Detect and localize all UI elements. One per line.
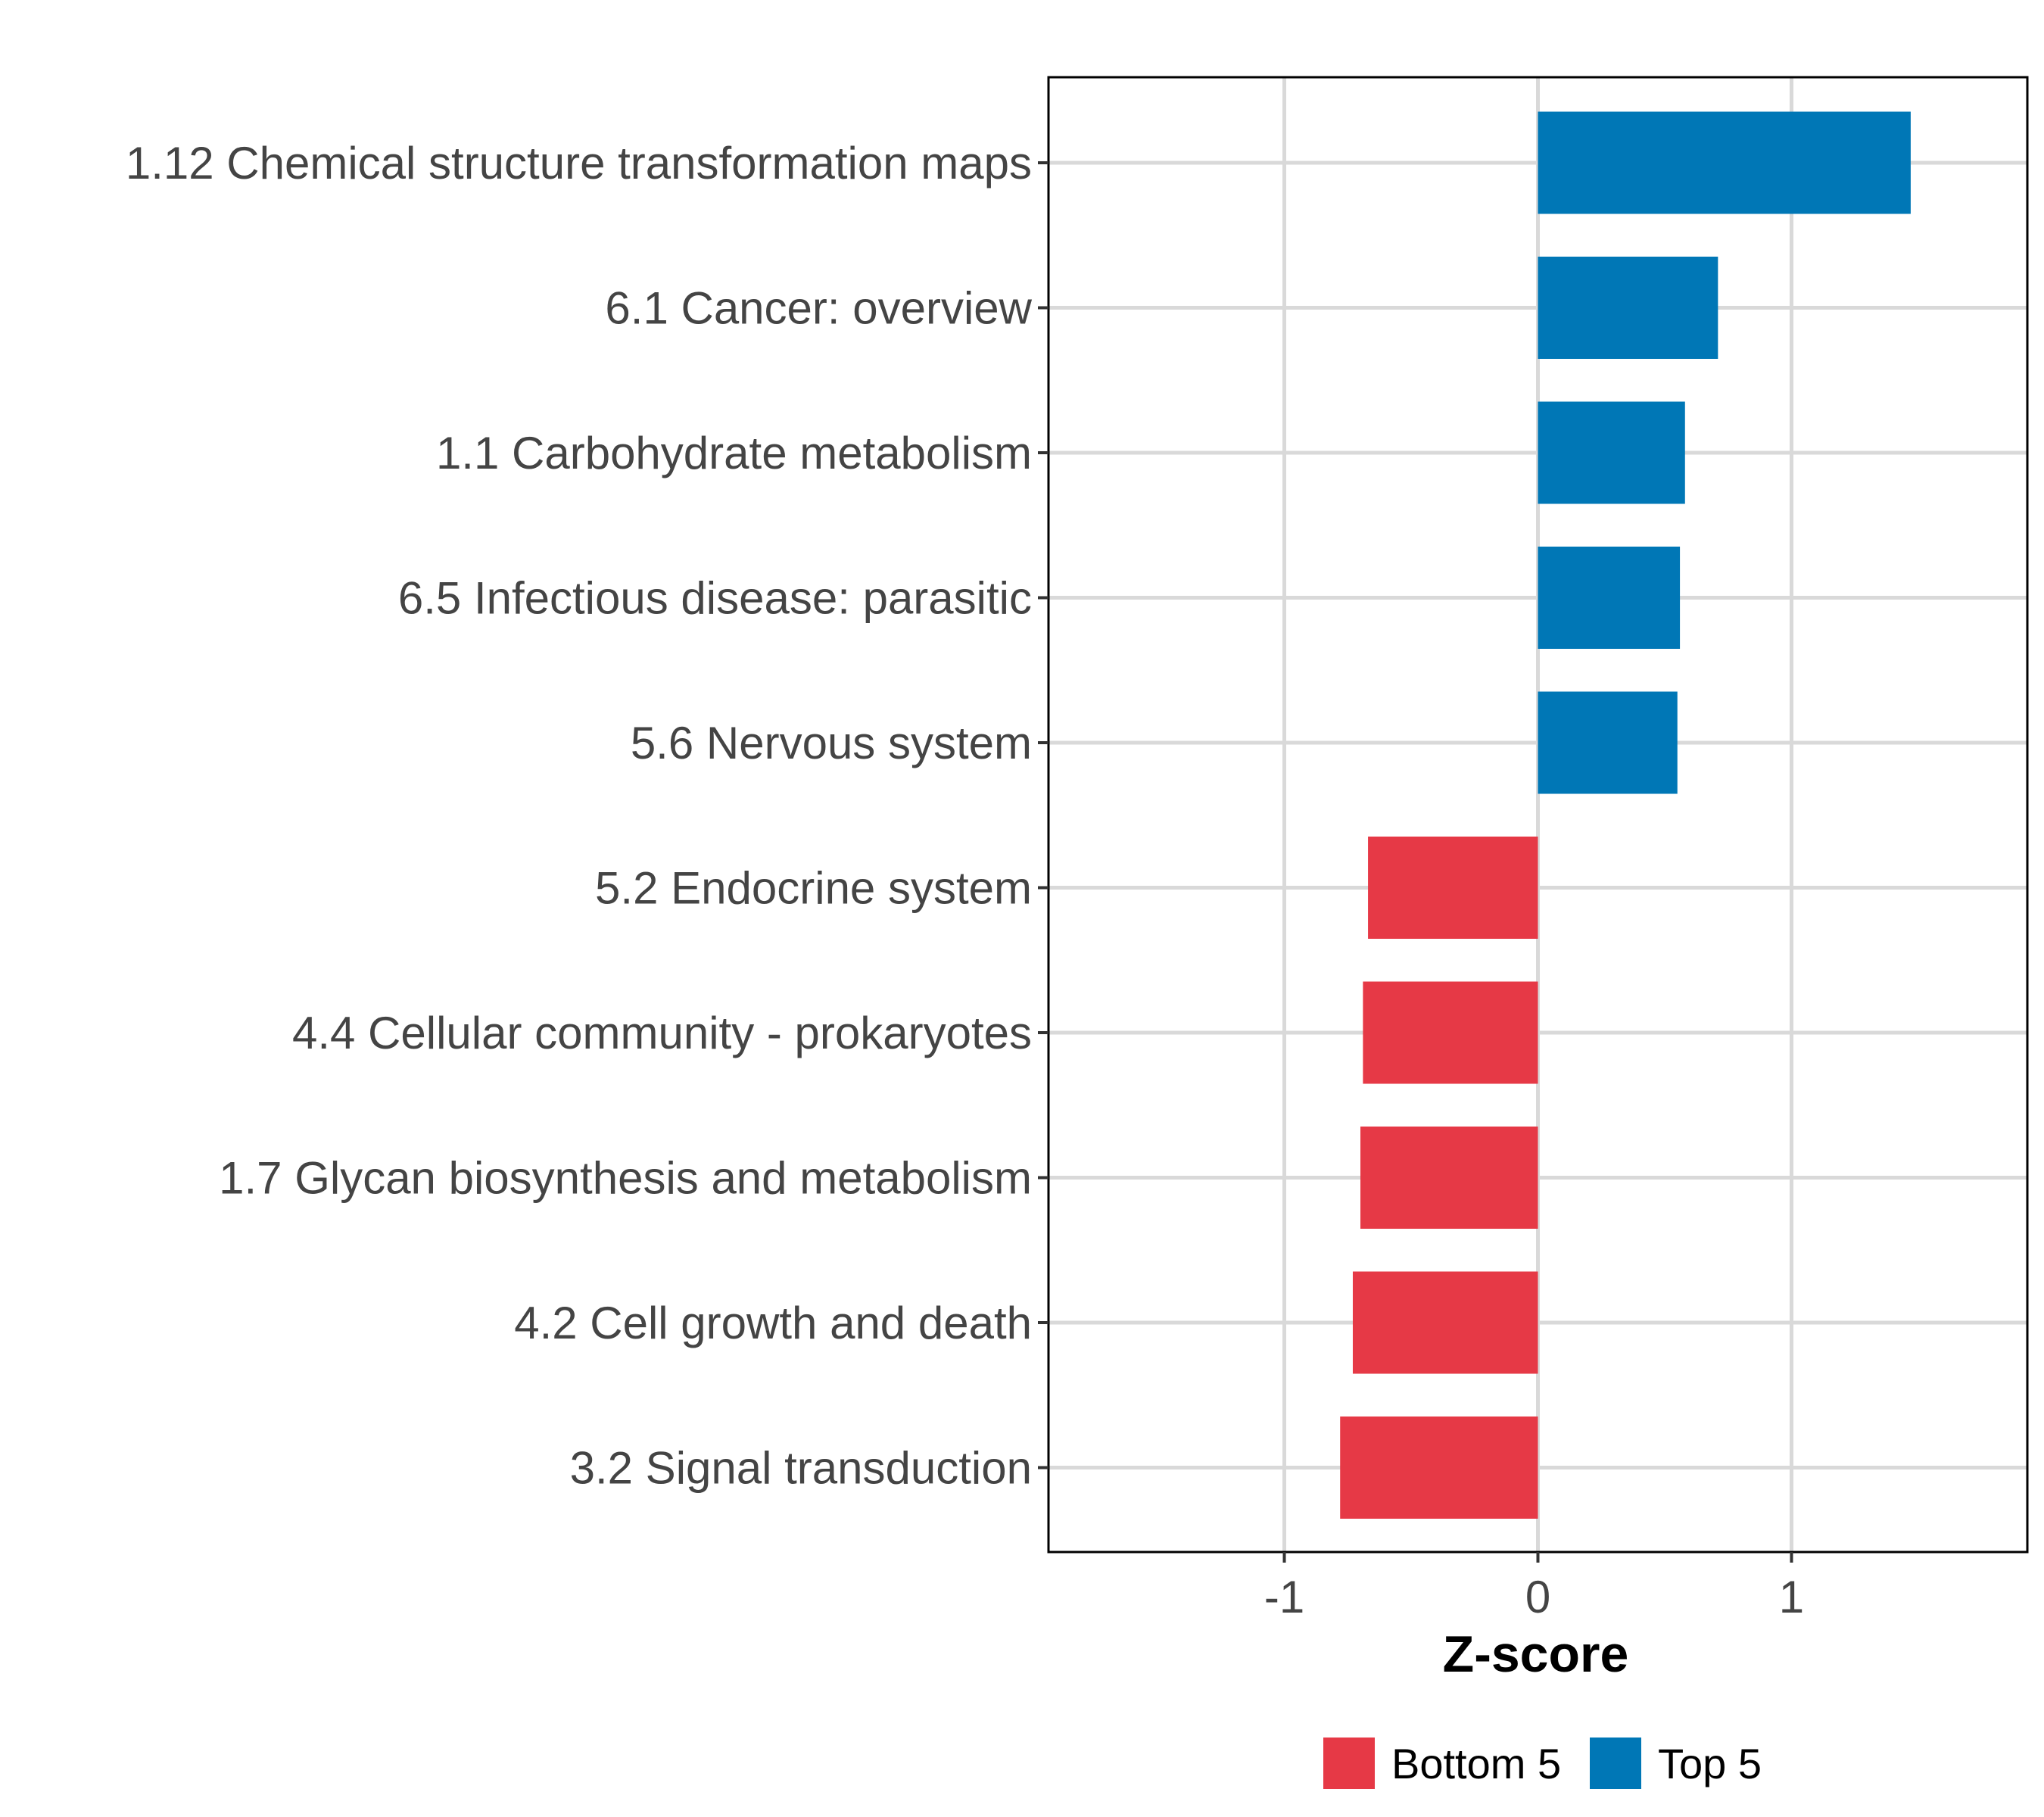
- bar: [1363, 981, 1538, 1084]
- bar: [1340, 1417, 1538, 1519]
- legend-key: [1590, 1738, 1641, 1789]
- y-tick-label: 3.2 Signal transduction: [570, 1443, 1032, 1494]
- bar: [1368, 837, 1538, 939]
- legend-label: Top 5: [1658, 1740, 1762, 1787]
- y-tick-label: 5.2 Endocrine system: [595, 863, 1032, 914]
- x-tick-label: -1: [1264, 1572, 1304, 1622]
- bar: [1538, 547, 1681, 649]
- x-tick-label: 1: [1779, 1572, 1804, 1622]
- y-tick-label: 6.1 Cancer: overview: [605, 283, 1032, 334]
- bar: [1538, 401, 1685, 504]
- bar: [1360, 1127, 1538, 1229]
- x-axis-ticks: -1 0 1: [1264, 1552, 1804, 1622]
- y-tick-label: 1.1 Carbohydrate metabolism: [436, 428, 1032, 478]
- x-tick-label: 0: [1525, 1572, 1550, 1622]
- legend-label: Bottom 5: [1391, 1740, 1561, 1787]
- y-axis-labels: 1.12 Chemical structure transformation m…: [126, 138, 1033, 1494]
- bar: [1538, 111, 1911, 214]
- bar: [1538, 257, 1718, 359]
- legend: Bottom 5 Top 5: [1323, 1738, 1762, 1789]
- y-tick-label: 5.6 Nervous system: [631, 718, 1032, 768]
- y-tick-label: 4.4 Cellular community - prokaryotes: [292, 1008, 1032, 1058]
- y-tick-label: 1.7 Glycan biosynthesis and metabolism: [219, 1153, 1032, 1204]
- x-axis-title: Z-score: [1443, 1625, 1629, 1683]
- legend-key: [1323, 1738, 1375, 1789]
- y-axis-ticks: [1038, 161, 1048, 1469]
- y-tick-label: 1.12 Chemical structure transformation m…: [126, 138, 1032, 189]
- y-tick-label: 4.2 Cell growth and death: [514, 1298, 1032, 1348]
- bar: [1352, 1271, 1538, 1374]
- y-tick-label: 6.5 Infectious disease: parasitic: [398, 573, 1032, 624]
- bar: [1538, 691, 1678, 794]
- bars: [1340, 111, 1911, 1519]
